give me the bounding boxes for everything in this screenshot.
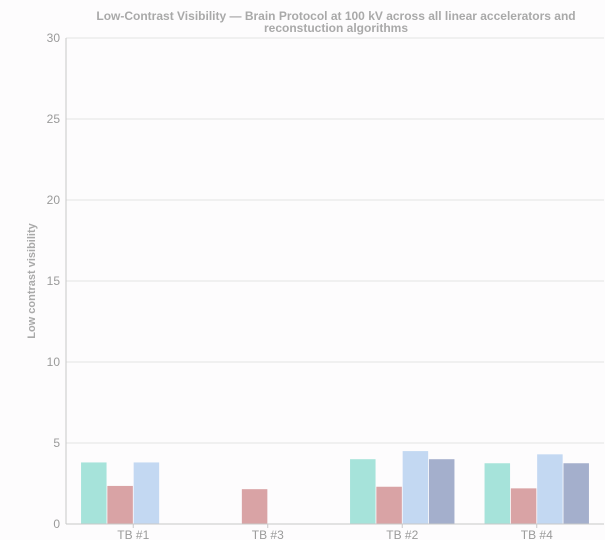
bar-tb4-s4 — [563, 463, 589, 524]
x-tick-label: TB #3 — [252, 528, 284, 540]
bar-tb2-s2 — [376, 486, 402, 524]
y-tick-labels: 0 5 10 15 20 25 30 — [47, 31, 61, 531]
y-axis-label: Low contrast visibility — [26, 222, 38, 338]
y-tick-label: 15 — [47, 274, 61, 288]
bar-tb1-s1 — [81, 462, 107, 524]
chart-title-line-1: Low-Contrast Visibility — Brain Protocol… — [96, 9, 575, 23]
y-tick-label: 25 — [47, 112, 61, 126]
y-tick-label: 10 — [47, 355, 61, 369]
x-tick-label: TB #4 — [521, 528, 553, 540]
chart-title-line-2: reconstuction algorithms — [264, 21, 408, 35]
bar-tb2-s1 — [350, 459, 376, 524]
x-tick-label: TB #1 — [117, 528, 149, 540]
bar-tb4-s3 — [537, 454, 563, 524]
bar-tb1-s3 — [133, 462, 160, 524]
y-tick-label: 30 — [47, 31, 61, 45]
y-tick-label: 0 — [53, 517, 60, 531]
bar-tb4-s1 — [484, 463, 511, 524]
bar-tb1-s2 — [107, 485, 133, 524]
bar-tb4-s2 — [510, 488, 537, 524]
x-tick-label: TB #2 — [386, 528, 418, 540]
bars — [81, 451, 589, 524]
x-tick-labels: TB #1 TB #3 TB #2 TB #4 — [117, 524, 553, 540]
grid-lines — [66, 37, 604, 444]
y-tick-label: 5 — [53, 436, 60, 450]
bar-tb3-s2 — [241, 489, 268, 524]
y-tick-label: 20 — [47, 193, 61, 207]
bar-tb2-s4 — [428, 459, 455, 524]
bar-tb2-s3 — [402, 451, 429, 524]
